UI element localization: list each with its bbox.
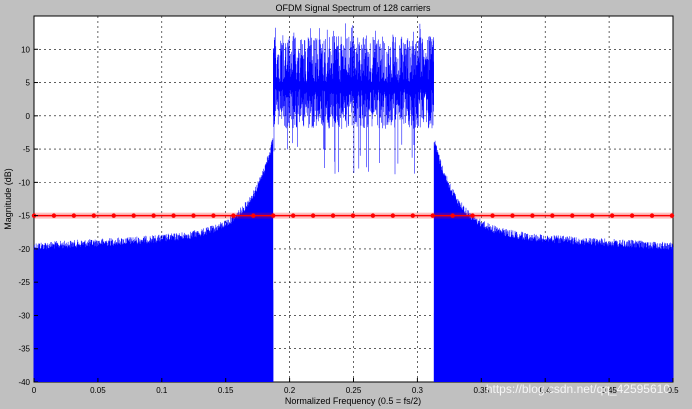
threshold-marker bbox=[310, 213, 316, 218]
y-tick-label: -30 bbox=[18, 311, 30, 320]
y-tick-label: -40 bbox=[18, 378, 30, 387]
threshold-marker bbox=[470, 213, 475, 218]
threshold-marker bbox=[629, 213, 635, 218]
x-tick-label: 0.05 bbox=[90, 386, 106, 395]
threshold-marker bbox=[330, 213, 336, 218]
y-tick-label: 0 bbox=[26, 112, 31, 121]
y-tick-label: -20 bbox=[18, 245, 30, 254]
threshold-marker bbox=[171, 213, 176, 218]
y-tick-label: 5 bbox=[26, 79, 31, 88]
y-tick-label: -25 bbox=[18, 278, 30, 287]
y-tick-label: -10 bbox=[18, 178, 30, 187]
threshold-marker bbox=[430, 213, 435, 218]
threshold-marker bbox=[590, 213, 595, 218]
chart-title: OFDM Signal Spectrum of 128 carriers bbox=[275, 3, 431, 13]
threshold-marker bbox=[510, 213, 515, 218]
watermark-text: https://blog.csdn.net/qq_42595610 bbox=[486, 382, 670, 396]
threshold-marker bbox=[669, 213, 675, 218]
x-tick-label: 0.5 bbox=[667, 386, 679, 395]
threshold-marker bbox=[390, 213, 396, 218]
threshold-marker bbox=[550, 213, 555, 218]
x-tick-label: 0.1 bbox=[156, 386, 168, 395]
x-tick-label: 0.4 bbox=[540, 386, 552, 395]
threshold-marker bbox=[51, 213, 57, 218]
threshold-marker bbox=[111, 213, 116, 218]
threshold-marker bbox=[350, 213, 356, 218]
threshold-marker bbox=[191, 213, 196, 218]
y-axis-label: Magnitude (dB) bbox=[3, 168, 13, 230]
threshold-marker bbox=[151, 213, 156, 218]
spectrum-series bbox=[33, 23, 674, 382]
threshold-marker bbox=[649, 213, 655, 218]
x-tick-label: 0.45 bbox=[601, 386, 617, 395]
x-tick-label: 0.3 bbox=[412, 386, 424, 395]
threshold-series bbox=[31, 212, 675, 219]
y-tick-label: -35 bbox=[18, 345, 30, 354]
spectrum-series-path bbox=[33, 262, 674, 382]
x-tick-label: 0.25 bbox=[346, 386, 362, 395]
threshold-marker bbox=[251, 213, 256, 218]
threshold-marker bbox=[530, 213, 535, 218]
axes: 0 0.05 0.1 0.15 0.2 0.25 0.3 0.35 0.4 0.45 0.5 10 5 0… bbox=[18, 45, 679, 395]
x-tick-label: 0.35 bbox=[474, 386, 490, 395]
threshold-marker bbox=[290, 213, 296, 218]
x-axis-label: Normalized Frequency (0.5 = fs/2) bbox=[285, 396, 421, 406]
threshold-marker bbox=[71, 213, 77, 218]
threshold-marker bbox=[490, 213, 495, 218]
x-tick-label: 0.15 bbox=[218, 386, 234, 395]
threshold-marker bbox=[131, 213, 136, 218]
threshold-marker bbox=[271, 213, 276, 218]
threshold-marker bbox=[410, 213, 415, 218]
y-tick-label: 10 bbox=[21, 45, 30, 54]
y-tick-label: -5 bbox=[23, 145, 31, 154]
threshold-marker bbox=[211, 213, 216, 218]
threshold-marker bbox=[91, 213, 97, 218]
threshold-marker bbox=[450, 213, 455, 218]
x-tick-label: 0.2 bbox=[284, 386, 296, 395]
threshold-marker bbox=[609, 213, 615, 218]
x-tick-label: 0 bbox=[32, 386, 37, 395]
threshold-marker bbox=[570, 213, 575, 218]
threshold-marker bbox=[370, 213, 376, 218]
threshold-marker bbox=[231, 213, 236, 218]
y-tick-label: -15 bbox=[18, 212, 30, 221]
